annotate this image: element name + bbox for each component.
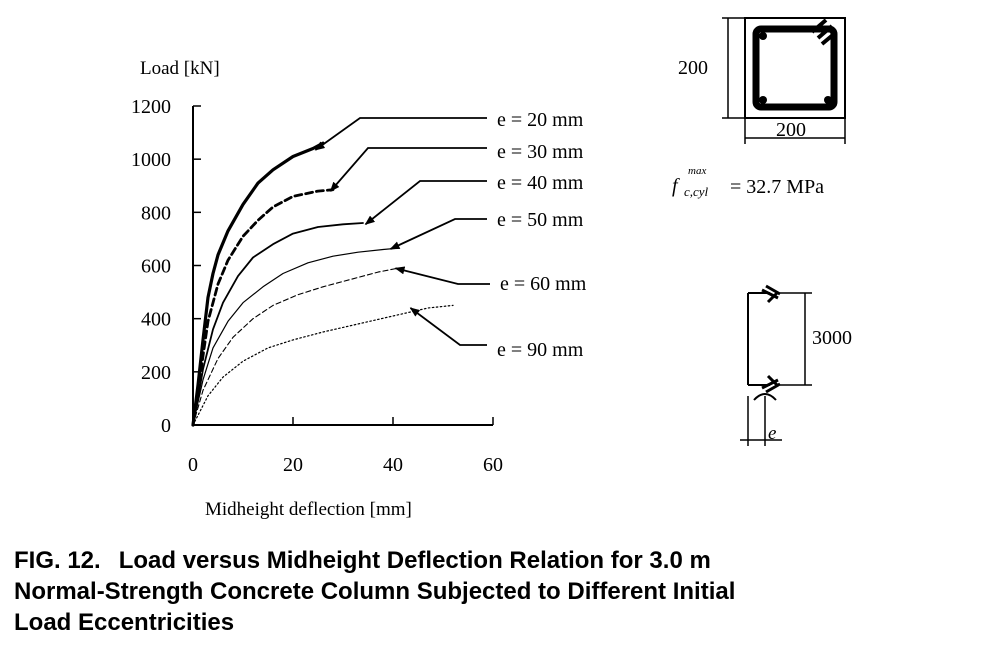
series-label: e = 60 mm: [500, 273, 587, 295]
series-leader-arrow: [329, 147, 487, 192]
y-tick-label: 1000: [131, 149, 171, 171]
series-layer: [191, 141, 454, 427]
rebar-corner: [824, 96, 832, 104]
series-label: e = 20 mm: [497, 109, 584, 131]
series-label: e = 50 mm: [497, 209, 584, 231]
series-label: e = 40 mm: [497, 172, 584, 194]
eccentricity-label: e: [768, 423, 776, 444]
series-label: e = 30 mm: [497, 141, 584, 163]
figure-caption: FIG. 12. Load versus Midheight Deflection…: [14, 545, 974, 638]
series-line: [191, 188, 335, 427]
caption-label: FIG. 12.: [14, 547, 101, 574]
caption-line-3: Load Eccentricities: [14, 609, 235, 636]
load-arrow-top: [761, 284, 781, 304]
x-tick-label: 20: [283, 454, 303, 476]
y-tick-label: 0: [161, 415, 171, 437]
x-tick-label: 40: [383, 454, 403, 476]
column-length-label: 3000: [812, 327, 852, 349]
y-tick-label: 1200: [131, 96, 171, 118]
cross-section-diagram: 200 200 f max c,cyl = 32.7 MPa: [672, 17, 846, 199]
series-line: [191, 141, 325, 427]
series-line: [192, 267, 399, 426]
strength-superscript: max: [688, 165, 706, 177]
section-height-label: 200: [678, 57, 708, 79]
series-leader-arrow: [409, 307, 487, 346]
strength-label: f: [672, 175, 680, 197]
series-leader-arrow: [394, 266, 490, 285]
stirrup-hook: [810, 18, 836, 46]
section-outline: [744, 17, 846, 119]
load-arrow-bottom: [761, 374, 781, 394]
rebar-corner: [759, 32, 767, 40]
y-tick-label: 400: [141, 309, 171, 331]
series-line: [192, 304, 454, 426]
series-line: [192, 222, 364, 426]
chart-figure: Load [kN] Midheight deflection [mm] 0200…: [131, 17, 852, 520]
strength-subscript: c,cyl: [684, 184, 709, 199]
y-tick-label: 800: [141, 202, 171, 224]
series-label: e = 90 mm: [497, 339, 584, 361]
strength-value: = 32.7 MPa: [730, 176, 824, 198]
caption-line-1: Load versus Midheight Deflection Relatio…: [118, 547, 711, 574]
y-tick-label: 600: [141, 256, 171, 278]
x-tick-label: 0: [188, 454, 198, 476]
section-width-label: 200: [776, 119, 806, 141]
y-tick-label: 200: [141, 362, 171, 384]
caption-line-2: Normal-Strength Concrete Column Subjecte…: [14, 578, 736, 605]
y-axis-title: Load [kN]: [140, 58, 220, 79]
hinge-support: [753, 393, 777, 401]
column-elevation-diagram: 3000 e: [740, 284, 852, 446]
x-axis-title: Midheight deflection [mm]: [205, 499, 412, 520]
series-leader-arrow: [364, 180, 487, 226]
series-leader-arrow: [389, 218, 487, 250]
axis-ticks: 0 200 400 600 800 1000 1200 0 20 40 60: [131, 96, 503, 476]
series-leader-arrow: [314, 117, 487, 151]
reinforcement-cage: [752, 25, 838, 111]
rebar-corner: [759, 96, 767, 104]
series-line: [192, 247, 399, 426]
series-label-layer: e = 20 mm e = 30 mm e = 40 mm e = 50 mm e = …: [314, 109, 587, 361]
x-tick-label: 60: [483, 454, 503, 476]
